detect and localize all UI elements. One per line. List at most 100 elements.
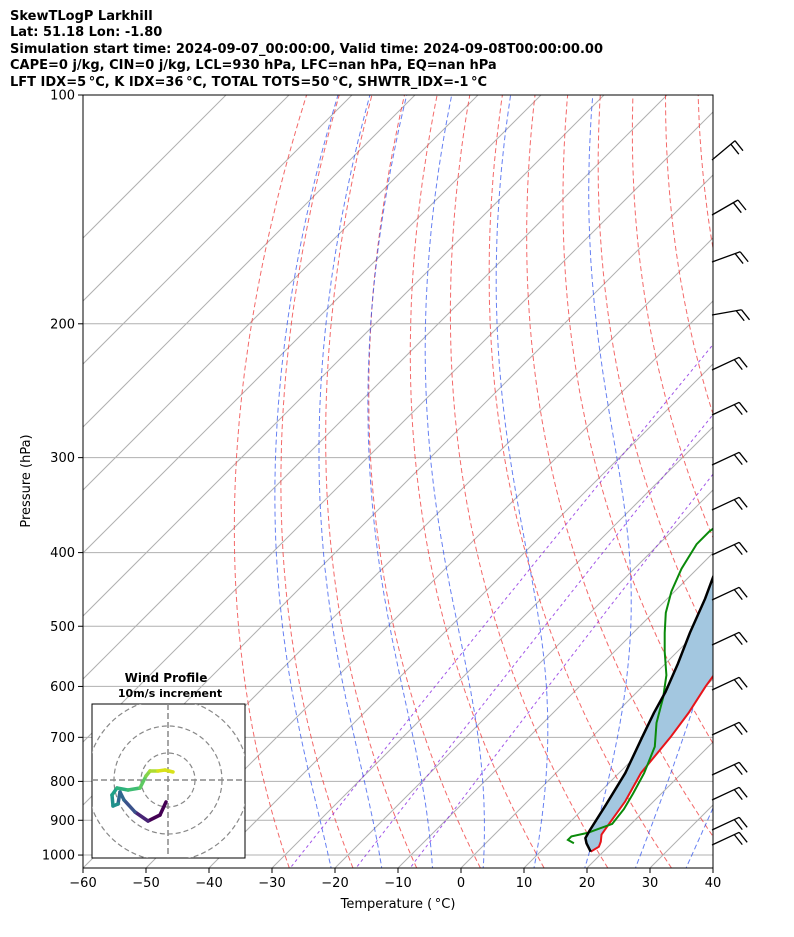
inset-content [92,704,245,858]
inset-title: Wind Profile [125,671,208,685]
barb-feather [733,764,743,776]
barb-feather [738,451,748,463]
moist-adiabat [424,95,485,868]
dry-adiabat [526,95,713,838]
title-line-3: Simulation start time: 2024-09-07_00:00:… [10,41,603,57]
y-tick-label: 300 [50,451,75,466]
isotherm-line [83,95,353,365]
shaded-area [585,577,713,852]
wind-barb [711,676,748,691]
isotherm-line [712,867,713,868]
moist-adiabat [318,95,383,868]
barb-shaft [711,786,740,801]
title-line-4: CAPE=0 j/kg, CIN=0 j/kg, LCL=930 hPa, LF… [10,58,497,74]
x-tick-label: −50 [132,876,159,891]
background-lines [83,95,794,871]
hodograph-segment [133,810,150,823]
dry-adiabat [597,95,713,646]
cape-shading [585,577,713,852]
barb-feather [738,541,748,553]
dry-adiabat [665,95,713,416]
barb-feather [738,631,748,643]
wind-barb [711,309,751,322]
isotherm-line [83,95,479,491]
isotherm-line [83,95,290,302]
wind-barb [711,496,748,511]
barb-feather [732,202,742,214]
moist-adiabat [685,806,713,868]
hodograph-segment [138,774,148,790]
x-tick-label: −60 [69,876,96,891]
barb-feather [738,401,748,413]
y-tick-label: 600 [50,680,75,695]
dry-adiabat [368,95,481,868]
title-line-2: Lat: 51.18 Lon: -1.80 [10,25,163,41]
mixing-ratio-line [409,473,713,868]
barb-shaft [711,496,740,511]
barb-shaft [711,631,740,646]
y-tick-label: 700 [50,731,75,746]
barb-feather [733,789,743,801]
mixing-ratio-line [289,343,713,868]
isotherm-line [83,95,227,239]
isotherm-line [83,95,416,428]
barb-shaft [711,721,740,736]
inset-subtitle: 10m/s increment [118,687,222,700]
y-tick-label: 900 [50,814,75,829]
isotherm-line [271,426,713,868]
isotherm-line [83,95,542,554]
isotherm-line [145,300,713,868]
isotherm-line [460,615,713,868]
title-line-5: LFT IDX=5 °C, K IDX=36 °C, TOTAL TOTS=50… [10,74,488,90]
dry-adiabat [409,95,545,868]
barb-feather [733,589,743,601]
barb-feather [734,140,744,152]
y-tick-label: 800 [50,775,75,790]
wind-barb [711,401,748,416]
wind-barb [711,631,748,646]
isotherm-line [334,489,713,868]
barb-feather [733,359,743,371]
isotherm-line [83,111,713,743]
barb-feather [733,724,743,736]
wind-barb [711,816,748,831]
moist-adiabat [274,95,339,868]
barb-shaft [711,451,740,466]
wind-barb [711,786,748,801]
wind-barb [711,541,748,556]
moist-adiabat [584,95,632,868]
wind-profile-inset: Wind Profile 10m/s increment [91,671,246,859]
barb-shaft [711,676,740,691]
barb-feather [738,721,748,733]
series-dewpoint [566,527,713,845]
hodograph-segment [116,790,122,806]
barb-feather [739,251,749,263]
barb-feather [733,544,743,556]
x-tick-label: 0 [457,876,465,891]
wind-barb [711,721,748,736]
x-tick-label: −20 [321,876,348,891]
hodograph-segment [110,793,115,808]
dry-adiabat [325,95,418,868]
barb-shaft [711,199,739,216]
barb-shaft [711,831,740,846]
hodograph-segment [163,768,175,774]
dry-adiabat [449,95,609,868]
barb-shaft [711,541,740,556]
moist-adiabat [735,95,794,871]
barb-feather [738,761,748,773]
barb-feather [738,831,748,843]
barb-feather [738,786,748,798]
isotherm-line [208,363,713,868]
series-parcel [584,573,713,853]
x-axis-label: Temperature ( °C) [340,897,456,912]
profile-lines [566,527,713,853]
moist-adiabat [495,95,549,868]
wind-barb [711,140,744,161]
x-tick-label: −30 [258,876,285,891]
barb-shaft [711,586,740,601]
barb-shaft [711,816,740,831]
dry-adiabat [280,95,354,868]
hodograph-segment [146,813,162,823]
